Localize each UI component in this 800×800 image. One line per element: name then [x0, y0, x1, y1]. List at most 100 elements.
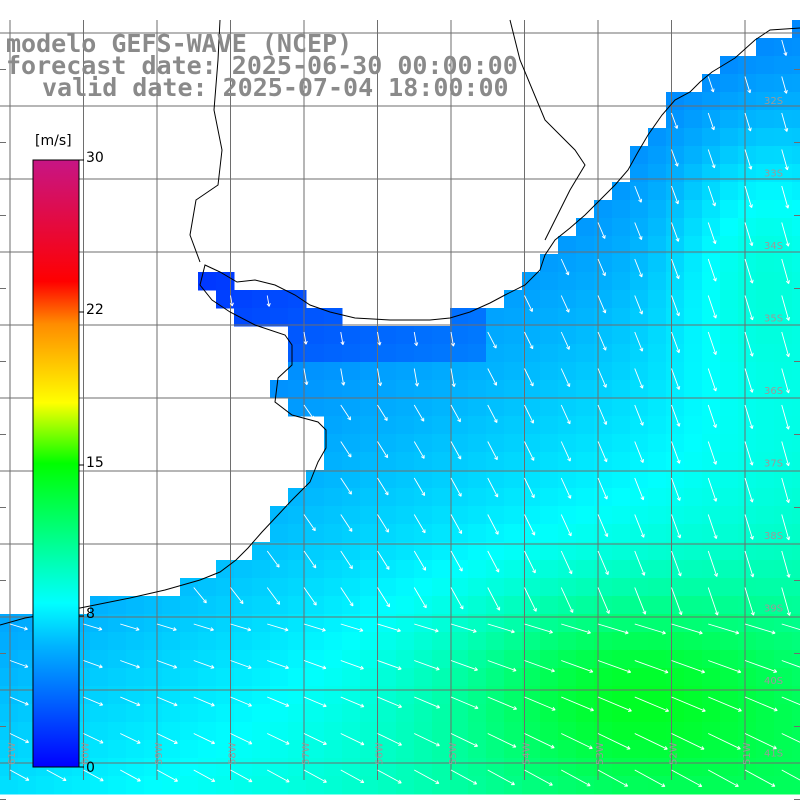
- wind-arrow: [303, 368, 309, 386]
- wind-cell: [432, 776, 451, 795]
- wind-cell: [360, 596, 379, 615]
- wind-cell: [720, 542, 739, 561]
- wind-arrow: [156, 769, 178, 782]
- wind-cell: [756, 362, 775, 381]
- wind-cell: [630, 470, 649, 489]
- wind-cell: [720, 452, 739, 471]
- wind-cell: [720, 380, 739, 399]
- wind-arrow: [560, 477, 572, 499]
- wind-cell: [342, 632, 361, 651]
- wind-cell: [594, 578, 613, 597]
- wind-cell: [702, 326, 721, 345]
- wind-cell: [648, 290, 667, 309]
- wind-cell: [756, 200, 775, 219]
- wind-cell: [108, 776, 127, 795]
- wind-cell: [774, 704, 793, 723]
- wind-arrow: [560, 331, 570, 350]
- wind-cell: [756, 254, 775, 273]
- wind-cell: [468, 470, 487, 489]
- wind-cell: [720, 668, 739, 687]
- wind-arrow: [707, 112, 716, 131]
- wind-cell: [360, 614, 379, 633]
- wind-arrow: [377, 368, 383, 387]
- wind-cell: [612, 506, 631, 525]
- wind-cell: [324, 506, 343, 525]
- wind-cell: [432, 722, 451, 741]
- wind-cell: [666, 236, 685, 255]
- wind-cell: [432, 344, 451, 363]
- wind-cell: [486, 308, 505, 327]
- wind-arrow: [193, 733, 216, 745]
- wind-cell: [612, 434, 631, 453]
- wind-cell: [378, 524, 397, 543]
- wind-cell: [792, 434, 800, 453]
- wind-cell: [504, 776, 523, 795]
- wind-cell: [612, 650, 631, 669]
- wind-cell: [540, 416, 559, 435]
- wind-cell: [378, 362, 397, 381]
- wind-cell: [594, 686, 613, 705]
- wind-cell: [360, 776, 379, 795]
- wind-cell: [396, 452, 415, 471]
- wind-arrow: [524, 441, 535, 461]
- wind-cell: [576, 740, 595, 759]
- wind-cell: [612, 758, 631, 777]
- wind-cell: [90, 740, 109, 759]
- wind-arrow: [524, 696, 556, 711]
- wind-cell: [324, 740, 343, 759]
- wind-cell: [126, 704, 145, 723]
- wind-cell: [684, 344, 703, 363]
- wind-cell: [720, 218, 739, 237]
- wind-cell: [594, 524, 613, 543]
- wind-cell: [450, 596, 469, 615]
- wind-cell: [612, 272, 631, 291]
- wind-arrow: [634, 404, 644, 426]
- wind-cell: [234, 722, 253, 741]
- wind-cell: [576, 452, 595, 471]
- wind-cell: [18, 704, 37, 723]
- wind-cell: [774, 38, 793, 57]
- wind-cell: [288, 542, 307, 561]
- wind-cell: [630, 632, 649, 651]
- wind-cell: [576, 416, 595, 435]
- wind-cell: [342, 560, 361, 579]
- wind-cell: [414, 542, 433, 561]
- wind-arrow: [487, 477, 499, 498]
- wind-cell: [792, 416, 800, 435]
- wind-arrow: [156, 660, 178, 669]
- wind-cell: [270, 542, 289, 561]
- wind-cell: [306, 470, 325, 489]
- wind-cell: [720, 686, 739, 705]
- wind-cell: [288, 326, 307, 345]
- wind-cell: [252, 578, 271, 597]
- wind-cell: [666, 560, 685, 579]
- coastline-path: [0, 27, 800, 626]
- wind-cell: [684, 236, 703, 255]
- wind-cell: [414, 650, 433, 669]
- wind-cell: [702, 470, 721, 489]
- wind-cell: [576, 758, 595, 777]
- wind-arrow: [707, 295, 717, 319]
- wind-arrow: [781, 660, 800, 668]
- wind-arrow: [450, 623, 477, 633]
- wind-cell: [504, 326, 523, 345]
- wind-arrow: [414, 623, 439, 633]
- wind-cell: [666, 272, 685, 291]
- colorbar-tick-22: 22: [86, 302, 104, 318]
- wind-cell: [630, 146, 649, 165]
- wind-arrow: [671, 550, 682, 577]
- wind-cell: [576, 632, 595, 651]
- wind-cell: [702, 776, 721, 795]
- wind-cell: [468, 542, 487, 561]
- wind-cell: [792, 506, 800, 525]
- wind-cell: [288, 362, 307, 381]
- wind-cell: [414, 578, 433, 597]
- wind-cell: [414, 398, 433, 417]
- wind-cell: [198, 578, 217, 597]
- wind-cell: [792, 614, 800, 633]
- wind-cell: [612, 686, 631, 705]
- wind-cell: [414, 776, 433, 795]
- wind-cell: [252, 596, 271, 615]
- wind-cell: [360, 704, 379, 723]
- wind-cell: [792, 200, 800, 219]
